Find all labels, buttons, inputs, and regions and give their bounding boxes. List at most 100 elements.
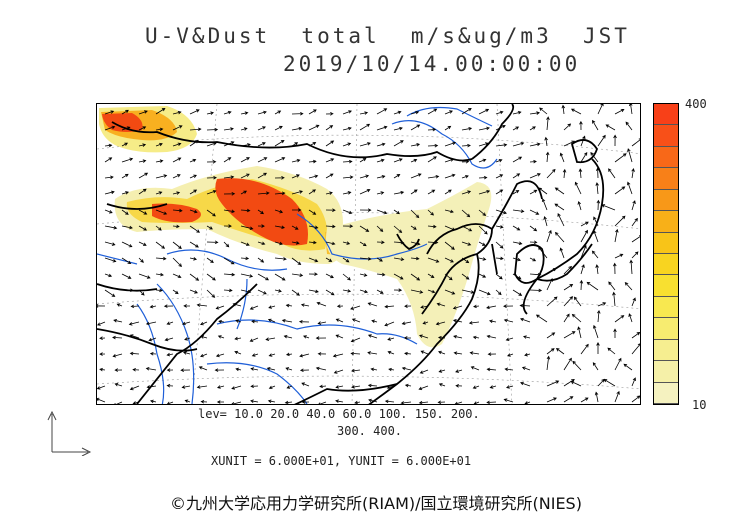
wind-arrow — [351, 385, 361, 389]
wind-arrow — [189, 289, 198, 294]
wind-arrow — [129, 351, 140, 356]
wind-arrow — [419, 369, 429, 374]
wind-arrow — [453, 351, 463, 355]
wind-arrow — [342, 241, 351, 245]
wind-arrow — [554, 187, 565, 195]
colorbar-band — [654, 189, 678, 212]
wind-arrow — [184, 399, 191, 403]
wind-arrow — [522, 335, 531, 339]
wind-arrow — [257, 191, 270, 195]
wind-arrow — [196, 385, 208, 389]
wind-arrow — [121, 142, 129, 147]
wind-arrow — [461, 143, 471, 148]
wind-arrow — [393, 140, 404, 147]
wind-arrow — [138, 126, 147, 131]
wind-arrow — [579, 279, 584, 291]
wind-arrow — [410, 110, 420, 115]
wind-arrow — [546, 278, 553, 291]
wind-arrow — [529, 189, 538, 195]
wind-arrow — [370, 367, 378, 372]
wind-arrow — [318, 401, 327, 404]
map-canvas — [97, 104, 640, 404]
wind-arrow — [403, 336, 412, 340]
wind-arrow — [342, 224, 354, 228]
wind-arrow — [145, 321, 157, 326]
wind-arrow — [488, 319, 497, 324]
wind-arrow — [317, 352, 327, 356]
wind-arrow — [427, 289, 436, 294]
wind-arrow — [473, 304, 480, 309]
wind-arrow — [559, 247, 565, 259]
wind-arrow — [613, 328, 617, 338]
wind-arrow — [410, 189, 418, 195]
wind-arrow — [257, 289, 267, 295]
wind-arrow — [206, 142, 218, 147]
wind-arrow — [495, 209, 507, 215]
wind-arrow — [336, 304, 344, 308]
wind-arrow — [240, 173, 250, 179]
wind-arrow — [387, 337, 395, 341]
wind-arrow — [215, 353, 225, 358]
wind-arrow — [189, 189, 198, 195]
wind-arrow — [138, 159, 147, 163]
wind-arrow — [359, 225, 370, 232]
wind-arrow — [129, 385, 140, 391]
wind-arrow — [543, 215, 548, 227]
wind-arrow — [393, 288, 403, 292]
wind-arrow — [104, 273, 113, 278]
wind-arrow — [376, 209, 388, 215]
wind-arrow — [524, 353, 531, 357]
wind-arrow — [631, 200, 636, 211]
wind-arrow — [267, 318, 276, 323]
wind-arrow — [183, 304, 191, 308]
wind-arrow — [597, 104, 604, 115]
wind-arrow — [291, 142, 299, 147]
wind-arrow — [121, 173, 129, 179]
wind-arrow — [166, 321, 174, 325]
wind-arrow — [155, 142, 163, 147]
wind-arrow — [257, 126, 266, 131]
wind-arrow — [371, 319, 378, 323]
wind-arrow — [325, 208, 336, 212]
wind-arrow — [561, 104, 566, 115]
wind-arrow — [301, 400, 310, 404]
wind-arrow — [376, 272, 386, 277]
wind-arrow — [388, 367, 395, 372]
wind-arrow — [608, 281, 616, 291]
wind-arrow — [478, 158, 487, 163]
wind-arrow — [206, 240, 219, 245]
wind-arrow — [376, 125, 388, 131]
wind-arrow — [308, 257, 319, 263]
wind-arrow — [223, 241, 230, 248]
wind-arrow — [570, 108, 582, 115]
wind-arrow — [495, 143, 508, 147]
wind-arrow — [274, 289, 282, 293]
wind-arrow — [580, 151, 588, 163]
colorbar-band — [654, 168, 678, 190]
wind-arrow — [351, 318, 361, 323]
wind-arrow — [189, 209, 198, 214]
wind-arrow — [99, 352, 106, 356]
wind-arrow — [393, 257, 405, 261]
wind-arrow — [376, 175, 386, 179]
wind-arrow — [529, 173, 541, 179]
wind-arrow — [478, 289, 491, 296]
wind-arrow — [240, 143, 251, 147]
wind-arrow — [410, 143, 421, 147]
wind-arrow — [359, 273, 368, 277]
wind-arrow — [325, 191, 333, 195]
wind-arrow — [546, 116, 550, 131]
wind-arrow — [539, 107, 548, 115]
wind-arrow — [149, 304, 157, 309]
wind-arrow — [420, 305, 429, 309]
wind-arrow — [257, 257, 265, 263]
wind-arrow — [180, 368, 191, 372]
wind-arrow — [427, 143, 439, 148]
wind-arrow — [472, 385, 480, 389]
wind-arrow — [121, 273, 132, 279]
wind-arrow — [121, 288, 134, 293]
wind-arrow — [608, 168, 616, 179]
wind-arrow — [612, 291, 616, 307]
wind-arrow — [206, 127, 219, 132]
wind-arrow — [325, 125, 334, 131]
